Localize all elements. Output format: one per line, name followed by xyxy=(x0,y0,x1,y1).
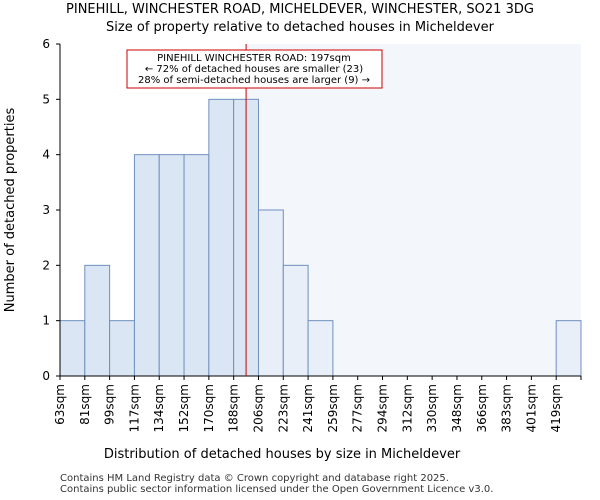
bar-206sqm xyxy=(257,209,284,377)
x-tick-label: 81sqm xyxy=(78,384,92,425)
x-tick-label: 294sqm xyxy=(376,384,390,432)
y-tick-label: 2 xyxy=(42,258,50,272)
chart-title-address: PINEHILL, WINCHESTER ROAD, MICHELDEVER, … xyxy=(66,2,534,17)
annotation-box: PINEHILL WINCHESTER ROAD: 197sqm ← 72% o… xyxy=(126,49,383,89)
x-tick-label: 134sqm xyxy=(152,384,166,432)
footer-licence: Contains public sector information licen… xyxy=(60,484,494,495)
bar-99sqm xyxy=(109,320,135,377)
bar-241sqm xyxy=(307,320,334,377)
y-axis-label: Number of detached properties xyxy=(3,108,18,313)
x-tick-label: 170sqm xyxy=(202,384,216,432)
x-tick-label: 152sqm xyxy=(177,384,191,432)
x-tick-label: 401sqm xyxy=(524,384,538,432)
bar-170sqm xyxy=(208,98,235,377)
y-tick-label: 1 xyxy=(42,314,50,328)
annotation-line-3: 28% of semi-detached houses are larger (… xyxy=(138,75,370,86)
x-tick-label: 383sqm xyxy=(500,384,514,432)
y-tick-label: 0 xyxy=(42,369,50,383)
bar-223sqm xyxy=(282,264,309,377)
y-tick-label: 4 xyxy=(42,148,50,162)
chart-title: Size of property relative to detached ho… xyxy=(106,20,494,35)
x-tick-label: 99sqm xyxy=(103,384,117,425)
annotation-line-2: ← 72% of detached houses are smaller (23… xyxy=(145,64,363,75)
bar-81sqm xyxy=(84,264,111,377)
bar-134sqm xyxy=(158,154,185,377)
x-tick-label: 63sqm xyxy=(53,384,67,425)
annotation-box-border xyxy=(126,49,383,89)
y-tick-label: 6 xyxy=(42,37,50,51)
bars-layer xyxy=(59,44,582,377)
x-axis-label: Distribution of detached houses by size … xyxy=(104,447,461,462)
x-tick-label: 330sqm xyxy=(425,384,439,432)
bar-419sqm xyxy=(555,320,582,377)
y-tick-label: 5 xyxy=(42,92,50,106)
bar-63sqm xyxy=(59,320,86,377)
x-tick-label: 188sqm xyxy=(227,384,241,432)
y-tick-label: 3 xyxy=(42,203,50,217)
x-tick-label: 348sqm xyxy=(450,384,464,432)
x-tick-label: 241sqm xyxy=(301,384,315,432)
x-tick-label: 206sqm xyxy=(251,384,265,432)
annotation-line-1: PINEHILL WINCHESTER ROAD: 197sqm xyxy=(157,53,351,64)
x-tick-label: 366sqm xyxy=(475,384,489,432)
x-tick-label: 223sqm xyxy=(276,384,290,432)
x-tick-label: 312sqm xyxy=(400,384,414,432)
bar-152sqm xyxy=(183,154,210,377)
axes-layer: 0 1 2 3 4 5 6 63sqm 81sqm 99sqm 117sqm 134sqm 152sqm… xyxy=(42,37,582,432)
x-tick-label: 117sqm xyxy=(127,384,141,432)
x-tick-label: 259sqm xyxy=(326,384,340,432)
footer-copyright: Contains HM Land Registry data © Crown c… xyxy=(60,473,449,484)
x-tick-label: 419sqm xyxy=(549,384,563,432)
bar-117sqm xyxy=(133,154,160,377)
x-tick-label: 277sqm xyxy=(351,384,365,432)
